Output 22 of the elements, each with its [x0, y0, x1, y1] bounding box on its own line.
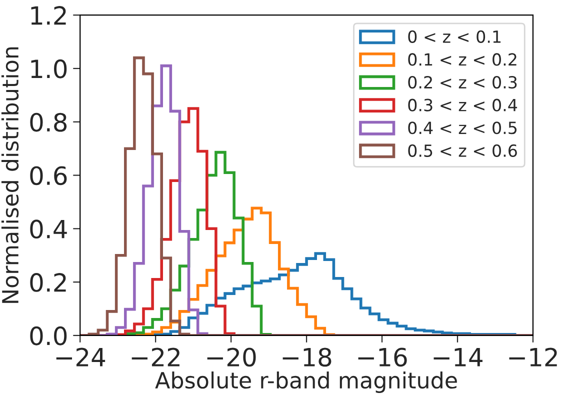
x-tick-label: −16: [358, 348, 407, 367]
legend-label: 0.3 < z < 0.4: [408, 98, 518, 112]
x-tick-label: −12: [509, 348, 557, 366]
x-tick-label: −22: [132, 348, 180, 366]
y-tick-label: 0.4: [30, 220, 67, 239]
y-tick-label: 1.0: [31, 59, 67, 78]
x-tick-label: −14: [434, 348, 482, 366]
y-tick-label: 0.2: [30, 273, 66, 292]
legend-label: 0.2 < z < 0.3: [408, 76, 517, 89]
x-tick-label: −20: [207, 348, 256, 367]
legend-label: 0.4 < z < 0.5: [408, 122, 517, 134]
y-axis-title: Normalised distribution: [1, 47, 19, 303]
x-axis-title: Absolute r-band magnitude: [155, 371, 457, 393]
y-tick-label: 0.6: [30, 166, 67, 186]
x-tick-label: −24: [56, 348, 106, 366]
legend-label: 0.5 < z < 0.6: [408, 144, 517, 157]
y-tick-label: 0.8: [30, 112, 67, 132]
y-tick-label: 1.2: [31, 6, 66, 25]
legend-label: 0 < z < 0.1: [408, 30, 501, 43]
y-tick-label: 0.0: [30, 326, 67, 346]
x-tick-label: −18: [282, 348, 332, 367]
legend-label: 0.1 < z < 0.2: [408, 53, 516, 66]
